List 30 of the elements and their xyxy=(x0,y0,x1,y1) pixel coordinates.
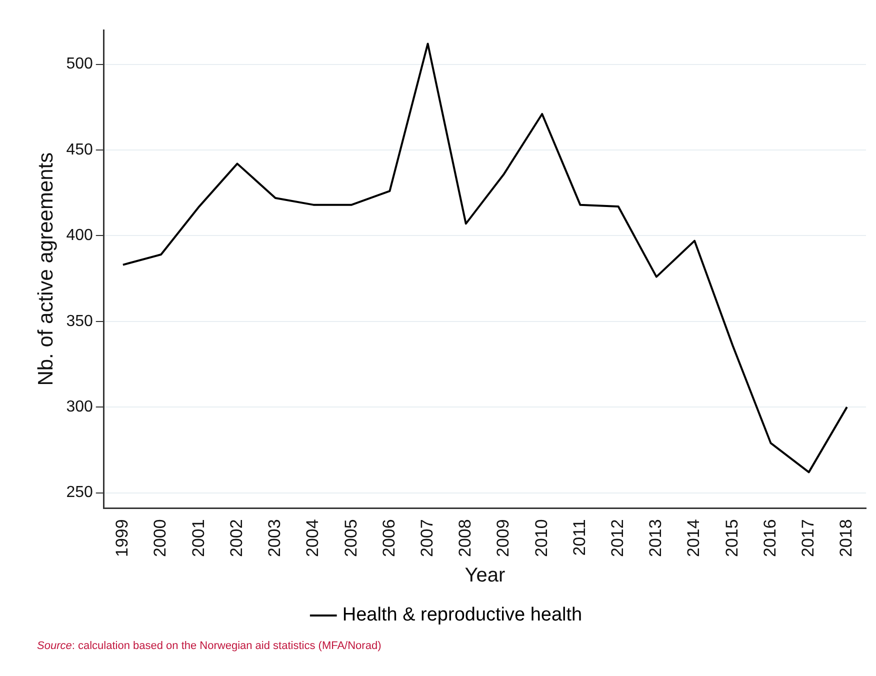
x-tick-label: 2005 xyxy=(341,519,360,558)
x-axis-title: Year xyxy=(464,564,506,587)
y-tick-label: 450 xyxy=(66,141,93,158)
y-tick-label: 400 xyxy=(66,227,93,244)
x-tick-label: 2009 xyxy=(494,519,513,558)
x-tick-label: 2015 xyxy=(722,519,742,558)
x-tick-label: 2016 xyxy=(760,519,780,558)
x-tick-label: 2013 xyxy=(646,519,666,558)
x-tick-label: 2008 xyxy=(456,519,475,558)
x-tick-label: 2014 xyxy=(684,519,704,558)
x-tick-label: 2003 xyxy=(265,519,284,558)
source-note: Source: calculation based on the Norwegian aid statistics (MFA/Norad) xyxy=(37,640,382,652)
x-tick-label: 2011 xyxy=(570,519,589,556)
legend-label: Health & reproductive health xyxy=(342,604,582,626)
x-tick-label: 2006 xyxy=(379,519,398,558)
x-tick-label: 2010 xyxy=(532,519,551,558)
x-tick-label: 2001 xyxy=(188,519,208,558)
x-tick-label: 2004 xyxy=(303,519,322,558)
x-tick-label: 2017 xyxy=(798,519,818,558)
y-axis-title: Nb. of active agreements xyxy=(34,152,58,386)
x-tick-label: 2007 xyxy=(417,519,436,558)
x-tick-label: 2012 xyxy=(608,519,628,558)
y-tick-label: 250 xyxy=(66,484,93,502)
x-tick-label: 2018 xyxy=(836,519,856,558)
x-tick-label: 2002 xyxy=(226,519,246,558)
y-tick-label: 500 xyxy=(66,56,93,73)
y-tick-label: 350 xyxy=(66,312,93,330)
x-tick-label: 2000 xyxy=(150,519,170,558)
x-tick-label: 1999 xyxy=(112,519,132,558)
y-tick-label: 300 xyxy=(66,398,93,416)
